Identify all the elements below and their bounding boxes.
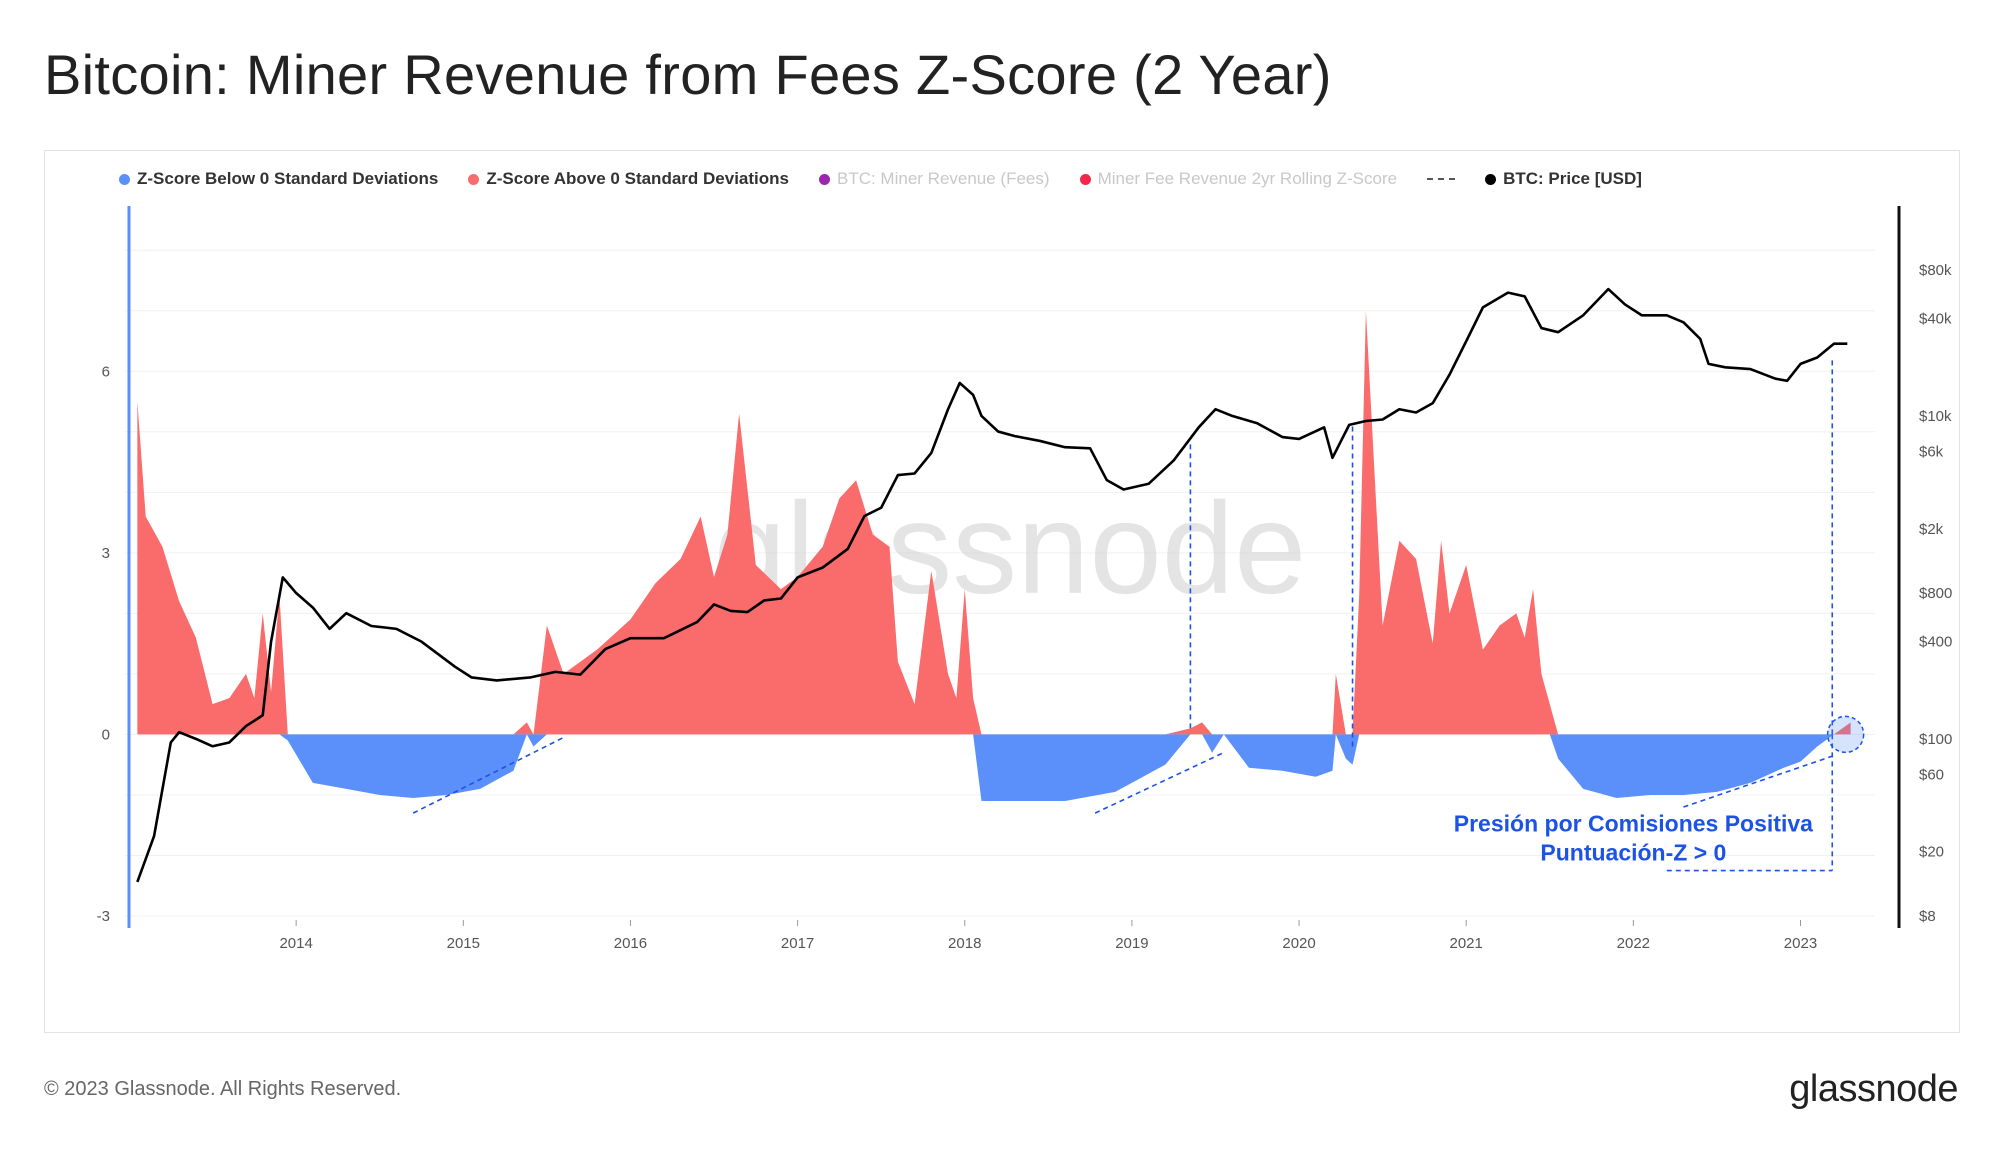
x-tick-label: 2017 bbox=[781, 935, 814, 952]
copyright-footer: © 2023 Glassnode. All Rights Reserved. bbox=[44, 1078, 402, 1100]
legend-label: Z-Score Above 0 Standard Deviations bbox=[486, 169, 789, 188]
btc-price-line bbox=[136, 287, 1848, 883]
trend-line-2019 bbox=[1094, 751, 1225, 814]
legend-label: BTC: Miner Revenue (Fees) bbox=[836, 169, 1050, 188]
right-tick-label: $100 bbox=[1919, 731, 1952, 748]
annotation-line-2: Puntuación-Z > 0 bbox=[1540, 839, 1726, 865]
legend-label: BTC: Price [USD] bbox=[1503, 169, 1642, 188]
legend-dot-icon bbox=[1079, 173, 1091, 185]
legend-label: Miner Fee Revenue 2yr Rolling Z-Score bbox=[1097, 169, 1398, 188]
legend-label: Z-Score Below 0 Standard Deviations bbox=[137, 169, 439, 188]
x-tick-label: 2022 bbox=[1617, 935, 1650, 952]
x-tick-label: 2016 bbox=[614, 935, 647, 952]
legend-item-miner-revenue-fees[interactable]: BTC: Miner Revenue (Fees) bbox=[818, 169, 1050, 189]
left-tick-label: 3 bbox=[102, 545, 110, 562]
legend-dot-icon bbox=[468, 173, 480, 185]
right-tick-label: $20 bbox=[1919, 844, 1944, 861]
left-tick-label: 0 bbox=[102, 726, 110, 743]
right-tick-label: $80k bbox=[1919, 262, 1952, 279]
dashed-line-icon bbox=[1427, 178, 1456, 180]
chart-legend: Z-Score Below 0 Standard Deviations Z-Sc… bbox=[119, 169, 1642, 189]
right-tick-label: $6k bbox=[1919, 444, 1944, 461]
zscore-positive-area bbox=[137, 310, 1851, 735]
legend-dot-icon bbox=[818, 173, 830, 185]
right-tick-label: $8 bbox=[1919, 908, 1936, 925]
x-tick-label: 2020 bbox=[1282, 935, 1315, 952]
right-tick-label: $400 bbox=[1919, 634, 1952, 651]
legend-item-dashed[interactable] bbox=[1427, 178, 1456, 180]
right-tick-label: $10k bbox=[1919, 408, 1952, 425]
legend-dot-icon bbox=[1485, 173, 1497, 185]
zscore-negative-area bbox=[137, 734, 1851, 801]
right-tick-label: $60 bbox=[1919, 767, 1944, 784]
legend-dot-icon bbox=[119, 173, 130, 185]
right-tick-label: $2k bbox=[1919, 521, 1944, 538]
page-title: Bitcoin: Miner Revenue from Fees Z-Score… bbox=[44, 43, 1332, 106]
left-tick-label: 6 bbox=[102, 363, 110, 380]
x-tick-label: 2019 bbox=[1115, 935, 1148, 952]
trend-line-2015 bbox=[412, 736, 564, 814]
brand-logo: glassnode bbox=[1789, 1068, 1958, 1110]
x-tick-label: 2015 bbox=[447, 935, 480, 952]
left-tick-label: -3 bbox=[97, 908, 110, 925]
chart-panel: Z-Score Below 0 Standard Deviations Z-Sc… bbox=[44, 150, 1960, 1033]
x-tick-label: 2014 bbox=[279, 935, 312, 952]
x-tick-label: 2018 bbox=[948, 935, 981, 952]
legend-item-rolling-zscore[interactable]: Miner Fee Revenue 2yr Rolling Z-Score bbox=[1079, 169, 1398, 189]
x-tick-label: 2021 bbox=[1450, 935, 1483, 952]
x-tick-label: 2023 bbox=[1784, 935, 1817, 952]
right-tick-label: $800 bbox=[1919, 585, 1952, 602]
legend-item-zscore-above[interactable]: Z-Score Above 0 Standard Deviations bbox=[468, 169, 789, 189]
annotation-line-1: Presión por Comisiones Positiva bbox=[1454, 810, 1813, 836]
legend-item-zscore-below[interactable]: Z-Score Below 0 Standard Deviations bbox=[119, 169, 438, 189]
right-tick-label: $40k bbox=[1919, 311, 1952, 328]
highlight-circle bbox=[1826, 715, 1865, 754]
legend-item-btc-price[interactable]: BTC: Price [USD] bbox=[1485, 169, 1642, 189]
